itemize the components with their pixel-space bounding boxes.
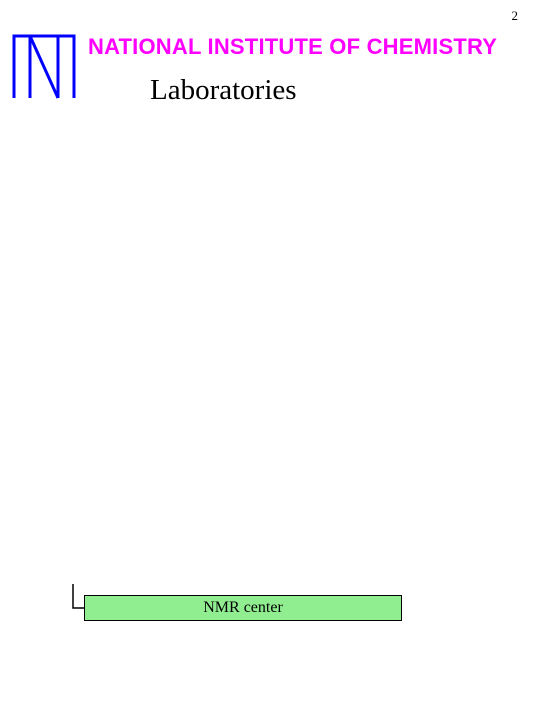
nmr-center-label: NMR center <box>203 599 283 617</box>
page-number: 2 <box>512 8 519 24</box>
institute-logo <box>10 32 78 107</box>
institute-title: NATIONAL INSTITUTE OF CHEMISTRY <box>88 34 497 60</box>
subtitle-laboratories: Laboratories <box>150 74 297 107</box>
nmr-center-box: NMR center <box>84 595 402 621</box>
